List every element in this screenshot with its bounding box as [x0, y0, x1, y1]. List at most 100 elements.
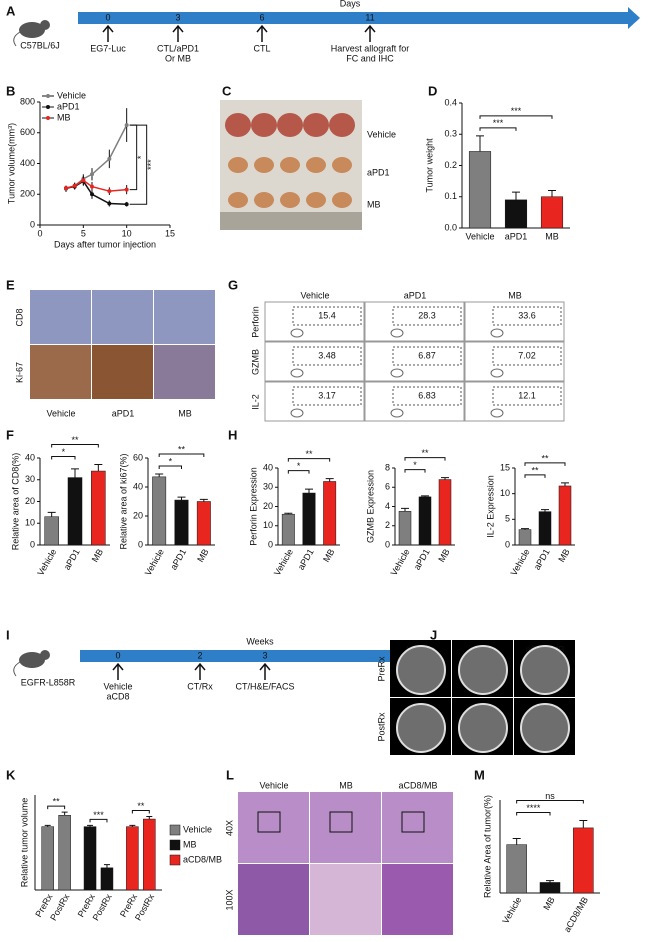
y-tick-label: 10 [263, 520, 273, 530]
x-tick-label: MB [541, 895, 556, 912]
bar [83, 826, 97, 891]
significance-bracket [516, 811, 551, 816]
bar [100, 867, 114, 891]
error-bar [546, 880, 554, 883]
brain-scan [458, 703, 508, 753]
event-arrow [102, 24, 114, 42]
image-tile [365, 342, 464, 381]
y-tick-label: 40 [263, 462, 273, 472]
error-bar [441, 477, 449, 480]
bar [538, 511, 552, 546]
y-axis-label: Tumor volume(mm³) [6, 123, 16, 204]
brain-scan [458, 645, 508, 695]
point [107, 156, 112, 161]
gate-value: 28.3 [418, 310, 436, 320]
tumor [332, 192, 352, 208]
significance-label: ns [545, 791, 555, 801]
tumor [254, 157, 274, 173]
significance-label: * [297, 461, 301, 471]
tile-border [464, 301, 565, 342]
error-bar [541, 509, 549, 512]
event-label: CTL/aPD1 [157, 43, 199, 53]
significance-label: * [169, 456, 173, 466]
y-tick-label: 2 [385, 520, 390, 530]
error-bar [561, 482, 569, 486]
significance-label: *** [146, 159, 156, 170]
significance-bracket [404, 469, 426, 473]
error-bar [521, 528, 529, 530]
y-axis-label: Relative area of CD8(%) [10, 453, 20, 551]
error-bar [177, 496, 186, 501]
bar [58, 815, 71, 891]
bar [506, 844, 527, 894]
bar [504, 199, 528, 229]
y-tick-label: 0 [268, 539, 273, 549]
bar [573, 827, 594, 894]
legend-swatch [46, 116, 50, 120]
y-axis-label: IL-2 Expression [485, 475, 495, 538]
row-label: Vehicle [367, 129, 396, 139]
tile-border [464, 381, 565, 422]
panel-label: H [228, 427, 237, 442]
bar [143, 818, 156, 891]
row-label: aPD1 [367, 167, 390, 177]
gate-value: 6.83 [418, 390, 436, 400]
row-label: 40X [224, 820, 234, 836]
tumor [306, 192, 326, 208]
tile-border [364, 301, 465, 342]
bar [418, 496, 432, 546]
bar [196, 501, 211, 546]
mouse-icon [19, 652, 45, 668]
tile-border [364, 381, 465, 422]
tumor [225, 113, 251, 137]
x-tick-label: 5 [81, 228, 86, 238]
image-tile [310, 792, 381, 863]
gate [292, 386, 362, 406]
gate-value: 33.6 [518, 310, 536, 320]
legend-swatch [46, 94, 50, 98]
image-tile [465, 382, 564, 421]
y-axis-label: Perforin Expression [248, 467, 258, 546]
x-tick-label: MB [195, 547, 210, 564]
event-arrow [256, 24, 268, 42]
x-tick-label: MB [436, 547, 451, 564]
error-bar [579, 819, 588, 828]
timeline-axis-label: Days [340, 0, 361, 8]
y-tick-label: 200 [20, 189, 35, 199]
column-label: Vehicle [46, 408, 75, 418]
point [124, 123, 129, 128]
y-tick-label: 0 [138, 539, 143, 549]
y-tick-label: 400 [20, 158, 35, 168]
event-label: Or MB [165, 53, 191, 63]
y-tick-label: 40 [25, 452, 35, 462]
gate [492, 346, 562, 366]
x-tick-label: MB [545, 231, 559, 241]
legend-label: MB [57, 112, 71, 122]
significance-bracket [479, 115, 553, 119]
bar [44, 516, 59, 546]
point [90, 184, 94, 189]
y-tick-label: 600 [20, 127, 35, 137]
tumor [280, 157, 300, 173]
column-label: Vehicle [259, 780, 288, 790]
panel-label: L [226, 767, 234, 782]
tile-border [264, 341, 365, 382]
row-label: CD8 [14, 308, 24, 326]
panel-label: I [6, 627, 10, 642]
error-bar [71, 468, 79, 478]
significance-label: ** [541, 453, 549, 463]
x-tick-label: 0 [37, 228, 42, 238]
image-tile [154, 290, 215, 344]
tile-border [364, 341, 465, 382]
zoom-box [329, 811, 353, 833]
x-tick-label: Vehicle [35, 547, 58, 577]
image-tile [382, 792, 453, 863]
event-label: aCD8 [106, 691, 129, 701]
significance-label: ** [421, 448, 429, 458]
bar [398, 511, 412, 546]
tumor [277, 113, 303, 137]
brain-scan [520, 645, 570, 695]
zoom-box [401, 811, 425, 833]
significance-label: *** [511, 106, 522, 116]
mouse-icon [13, 661, 21, 677]
